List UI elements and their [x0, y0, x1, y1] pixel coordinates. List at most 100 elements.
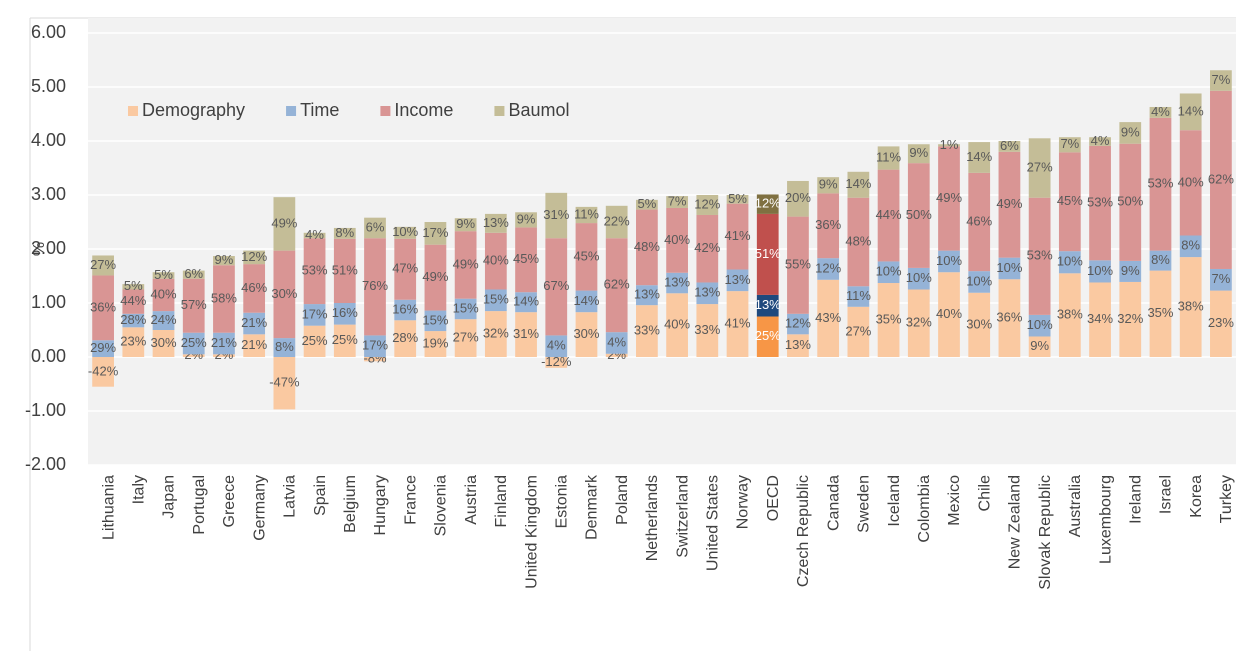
bar-segment [1028, 314, 1051, 337]
bar-segment [1058, 273, 1081, 357]
bar-segment [273, 250, 296, 339]
bar-segment [756, 294, 779, 317]
bar-segment [636, 209, 658, 286]
y-tick-label: 3.00 [31, 184, 66, 204]
value-label: 30% [151, 335, 177, 350]
value-label: 4% [1151, 104, 1170, 119]
bar-segment [726, 269, 749, 292]
x-tick-label: Chile [976, 475, 993, 512]
bar-segment [1210, 70, 1232, 91]
bar-segment [968, 172, 991, 272]
bar-segment [847, 197, 870, 287]
value-label: 10% [936, 253, 962, 268]
value-label: 23% [120, 334, 146, 349]
bar-segment [394, 226, 417, 239]
value-label: 38% [1057, 307, 1083, 322]
bar-segment [303, 232, 326, 239]
x-tick-label: Sweden [856, 475, 873, 533]
value-label: 41% [725, 228, 751, 243]
bar-segment [847, 306, 870, 357]
y-tick-label: 1.00 [31, 292, 66, 312]
bar-segment [243, 250, 266, 265]
bar-segment [92, 255, 114, 276]
value-label: 36% [815, 217, 841, 232]
legend-swatch [380, 106, 391, 116]
value-label: 9% [1030, 338, 1049, 353]
value-label: 10% [1027, 317, 1053, 332]
bar-segment [877, 261, 900, 284]
value-label: 12% [755, 196, 781, 211]
bar-segment [545, 357, 568, 368]
value-label: 13% [694, 285, 720, 300]
bar-segment [394, 320, 417, 357]
bar-segment [1179, 130, 1202, 236]
value-label: 45% [513, 251, 539, 266]
bar-segment [907, 144, 930, 164]
value-label: 44% [120, 293, 146, 308]
value-label: 24% [151, 312, 177, 327]
value-label: 42% [694, 240, 720, 255]
bar-segment [1210, 290, 1232, 357]
value-label: 57% [181, 297, 207, 312]
x-tick-label: Turkey [1218, 475, 1235, 523]
value-label: 12% [241, 249, 267, 264]
bar-segment [122, 327, 145, 357]
value-label: 17% [302, 306, 328, 321]
bar-segment [787, 216, 809, 314]
bar-segment [938, 144, 960, 147]
value-label: 15% [453, 300, 479, 315]
value-label: 10% [906, 270, 932, 285]
y-tick-label: 4.00 [31, 130, 66, 150]
y-axis-label: % [31, 242, 48, 256]
value-label: 13% [483, 215, 509, 230]
legend-label: Time [300, 100, 339, 120]
value-label: 7% [1060, 136, 1079, 151]
legend-swatch [286, 106, 297, 116]
value-label: 48% [634, 239, 660, 254]
x-tick-label: Finland [493, 475, 510, 527]
value-label: 10% [996, 260, 1022, 275]
value-label: 6% [366, 219, 385, 234]
bar-segment [968, 292, 991, 357]
bar-segment [998, 279, 1021, 357]
bar-segment [92, 357, 114, 387]
bar-segment [1149, 117, 1172, 251]
value-label: 45% [1057, 193, 1083, 208]
x-tick-label: Germany [251, 475, 268, 541]
bar-segment [907, 163, 930, 268]
value-label: 38% [1178, 298, 1204, 313]
bar-segment [575, 223, 598, 291]
value-label: 20% [785, 190, 811, 205]
bar-segment [484, 232, 507, 290]
value-label: 4% [607, 334, 626, 349]
value-label: 49% [996, 196, 1022, 211]
value-label: 9% [819, 177, 838, 192]
value-label: 21% [241, 315, 267, 330]
value-label: 13% [634, 287, 660, 302]
x-tick-label: Austria [463, 475, 480, 525]
x-tick-label: Latvia [282, 475, 299, 518]
bar-segment [454, 319, 477, 357]
value-label: 48% [845, 233, 871, 248]
value-label: 13% [755, 297, 781, 312]
value-label: 35% [876, 311, 902, 326]
bar-segment [847, 171, 870, 198]
bar-segment [696, 214, 719, 283]
bar-segment [817, 177, 840, 194]
bar-segment [424, 244, 447, 311]
y-tick-label: 6.00 [31, 22, 66, 42]
y-tick-label: 0.00 [31, 346, 66, 366]
bar-segment [333, 303, 356, 325]
bar-segment [1179, 93, 1202, 131]
value-label: 10% [392, 224, 418, 239]
legend-label: Income [394, 100, 453, 120]
bar-segment [243, 334, 266, 357]
x-tick-label: Israel [1158, 475, 1175, 514]
x-tick-label: Canada [825, 475, 842, 531]
bar-segment [756, 213, 779, 295]
value-label: 40% [483, 253, 509, 268]
value-label: 51% [332, 262, 358, 277]
value-label: 9% [517, 211, 536, 226]
